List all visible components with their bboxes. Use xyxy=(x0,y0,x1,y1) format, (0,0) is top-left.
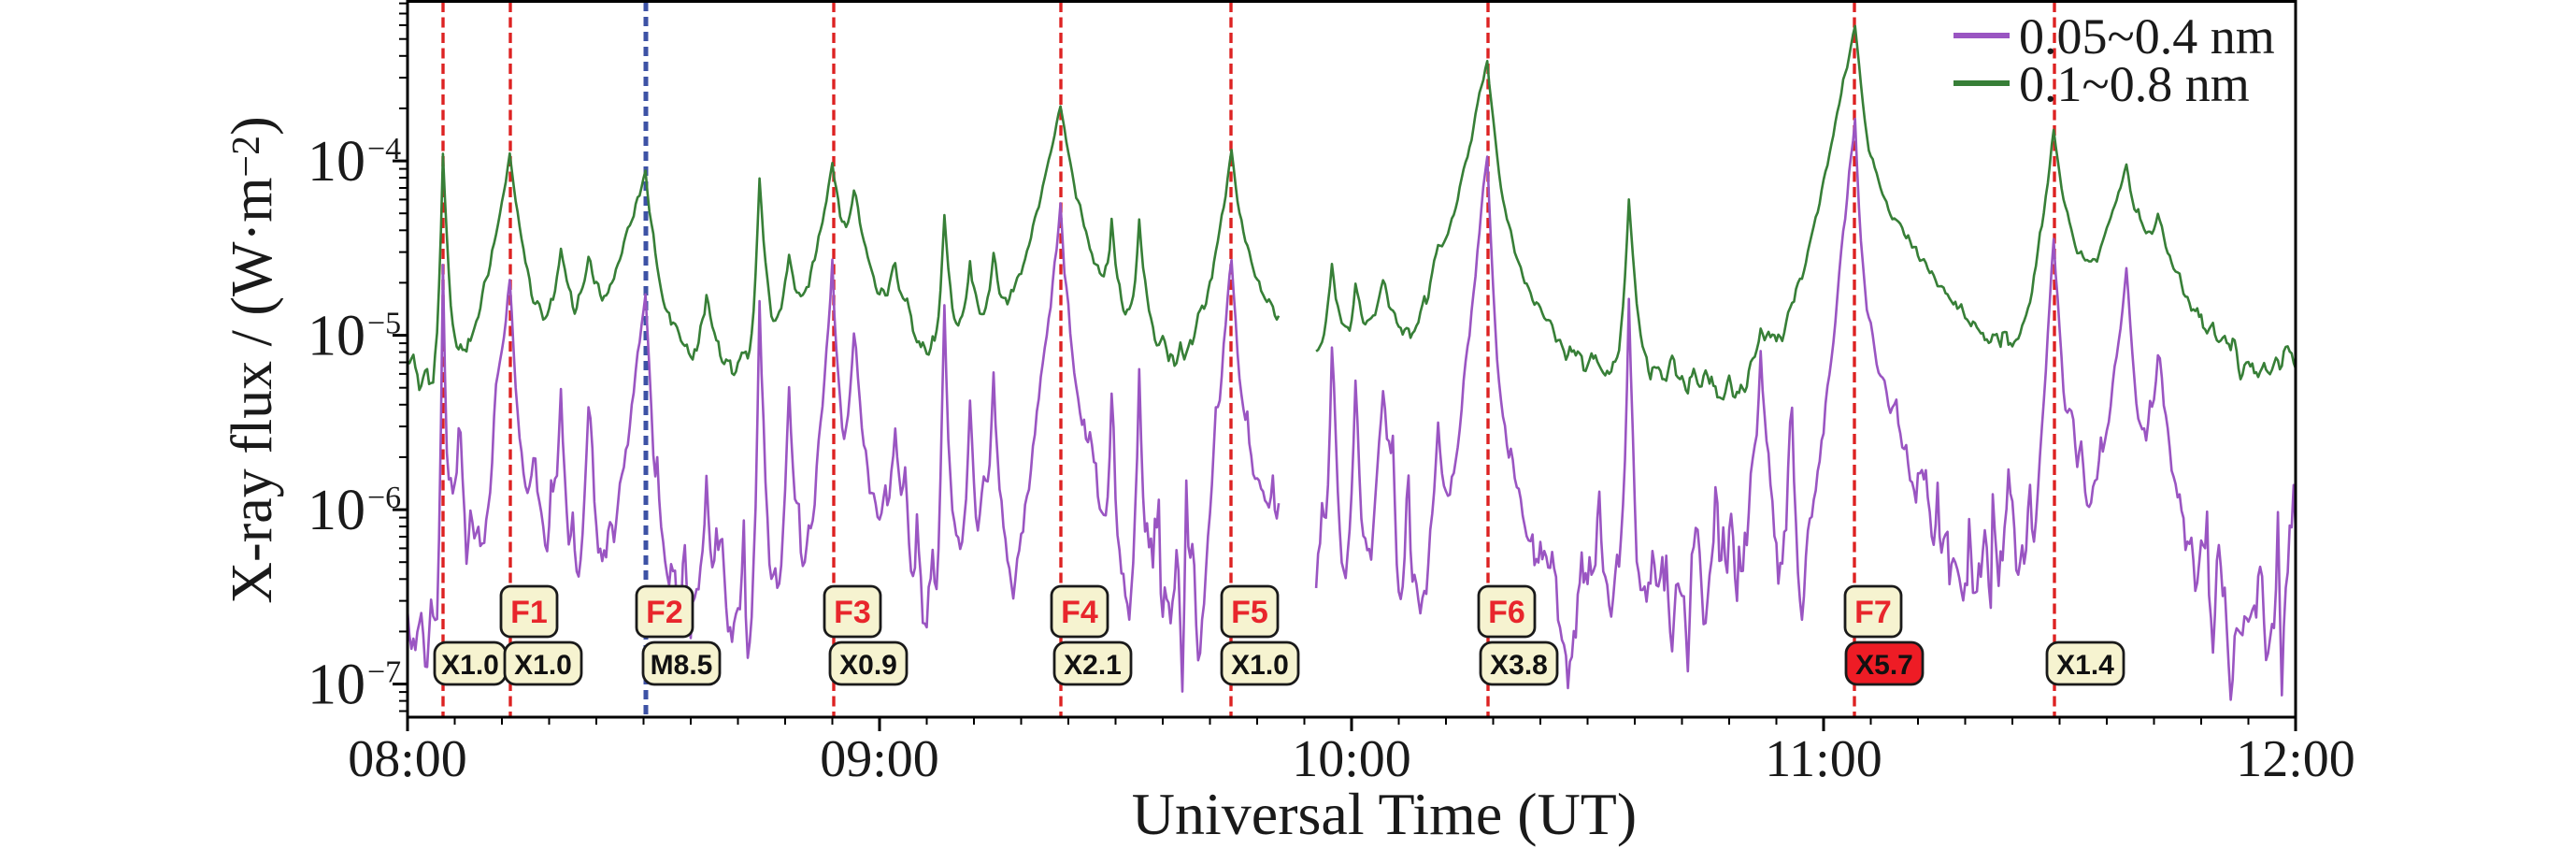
svg-text:−5: −5 xyxy=(367,307,401,341)
svg-text:12:00: 12:00 xyxy=(2236,730,2355,788)
svg-text:10: 10 xyxy=(308,130,365,194)
svg-text:F4: F4 xyxy=(1061,595,1098,630)
svg-text:0.1~0.8 nm: 0.1~0.8 nm xyxy=(2019,56,2250,112)
svg-text:X1.0: X1.0 xyxy=(441,650,499,681)
svg-text:−7: −7 xyxy=(367,655,401,690)
svg-text:−4: −4 xyxy=(367,132,401,166)
svg-text:X1.0: X1.0 xyxy=(1231,650,1289,681)
svg-text:11:00: 11:00 xyxy=(1765,730,1882,788)
svg-text:10: 10 xyxy=(308,305,365,368)
svg-text:10: 10 xyxy=(308,654,365,717)
svg-text:X5.7: X5.7 xyxy=(1855,650,1913,681)
svg-text:10: 10 xyxy=(308,479,365,542)
svg-text:X-ray flux / (W·m−2): X-ray flux / (W·m−2) xyxy=(221,116,284,604)
svg-text:10:00: 10:00 xyxy=(1292,730,1411,788)
svg-text:X0.9: X0.9 xyxy=(839,650,897,681)
svg-text:F3: F3 xyxy=(834,595,871,630)
svg-text:0.05~0.4 nm: 0.05~0.4 nm xyxy=(2019,8,2275,65)
svg-text:F2: F2 xyxy=(646,595,683,630)
svg-text:X1.4: X1.4 xyxy=(2056,650,2114,681)
svg-text:09:00: 09:00 xyxy=(820,730,939,788)
svg-text:F7: F7 xyxy=(1854,595,1892,630)
svg-text:F5: F5 xyxy=(1231,595,1268,630)
svg-text:M8.5: M8.5 xyxy=(651,650,713,681)
svg-text:08:00: 08:00 xyxy=(348,730,467,788)
svg-text:X1.0: X1.0 xyxy=(514,650,572,681)
svg-text:−6: −6 xyxy=(367,481,401,515)
svg-text:X3.8: X3.8 xyxy=(1490,650,1548,681)
svg-text:Universal Time (UT): Universal Time (UT) xyxy=(1132,781,1637,847)
svg-text:F6: F6 xyxy=(1488,595,1525,630)
svg-text:F1: F1 xyxy=(510,595,548,630)
svg-text:X2.1: X2.1 xyxy=(1064,650,1122,681)
